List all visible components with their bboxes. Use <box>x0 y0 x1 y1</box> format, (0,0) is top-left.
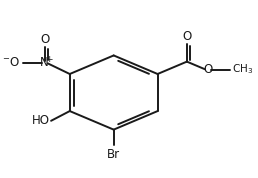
Text: +: + <box>45 55 53 64</box>
Text: CH$_3$: CH$_3$ <box>232 63 254 77</box>
Text: $^{-}$O: $^{-}$O <box>2 56 20 69</box>
Text: O: O <box>182 30 191 43</box>
Text: O: O <box>203 63 212 76</box>
Text: Br: Br <box>107 148 120 161</box>
Text: N: N <box>40 56 49 69</box>
Text: HO: HO <box>32 114 50 127</box>
Text: O: O <box>40 33 49 46</box>
